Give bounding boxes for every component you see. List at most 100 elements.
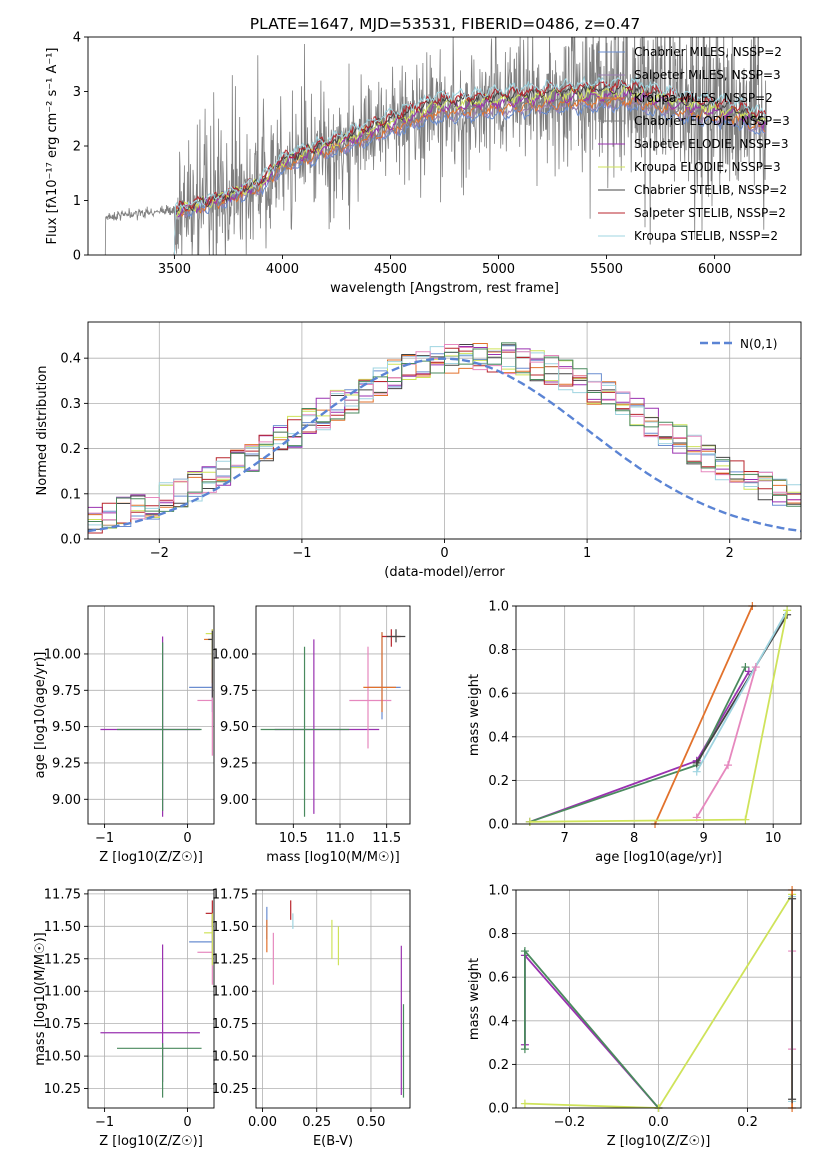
mass-weight-line bbox=[529, 670, 750, 823]
y-tick-label: 10.25 bbox=[212, 1082, 249, 1097]
y-tick-label: 0 bbox=[73, 249, 81, 264]
data-point-marker bbox=[788, 1095, 797, 1104]
x-tick-label: −1 bbox=[95, 1115, 114, 1130]
y-tick-label: 11.50 bbox=[44, 920, 81, 935]
model-spectrum-line bbox=[173, 75, 766, 255]
y-tick-label: 4 bbox=[73, 31, 81, 46]
x-axis-label: (data-model)/error bbox=[384, 565, 505, 580]
panel-spectrum: 3500 4000 4500 5000 5500 6000 0 1 2 3 4 wavelength … bbox=[45, 31, 802, 296]
x-axis-label: Z [log10(Z/Z☉)] bbox=[99, 850, 203, 865]
y-tick-label: 10.75 bbox=[44, 1017, 81, 1032]
panel-mass-vs-EBV: 0.00 0.25 0.50 10.25 10.50 10.75 11.00 11.25 11.… bbox=[212, 887, 411, 1149]
y-tick-label: 0.3 bbox=[60, 397, 81, 412]
legend-entry: Chabrier STELIB, NSSP=2 bbox=[634, 183, 787, 197]
y-tick-label: 9.75 bbox=[220, 684, 249, 699]
y-tick-label: 3 bbox=[73, 85, 81, 100]
y-tick-label: 9.00 bbox=[52, 793, 81, 808]
axes-frame bbox=[255, 605, 411, 825]
x-tick-label: 9 bbox=[700, 831, 708, 846]
x-tick-label: 11.0 bbox=[326, 831, 355, 846]
x-tick-label: 7 bbox=[561, 831, 569, 846]
y-tick-label: 1.0 bbox=[488, 884, 509, 899]
y-tick-label: 9.25 bbox=[220, 756, 249, 771]
data-point-marker bbox=[741, 663, 750, 672]
y-axis-label: Flux [fλ10⁻¹⁷ erg cm⁻² s⁻¹ A⁻¹] bbox=[45, 48, 60, 245]
x-tick-label: 4500 bbox=[374, 262, 407, 277]
y-tick-label: 2 bbox=[73, 140, 81, 155]
model-spectrum-line bbox=[173, 92, 767, 255]
panel-age-vs-Z: −1 0 9.00 9.25 9.50 9.75 10.00 Z [log10(Z/Z☉)] a… bbox=[33, 605, 215, 865]
axes-frame bbox=[255, 889, 411, 1109]
x-tick-label: 0 bbox=[440, 546, 448, 561]
data-point-marker bbox=[520, 1045, 529, 1054]
y-tick-label: 11.00 bbox=[44, 985, 81, 1000]
y-tick-label: 9.50 bbox=[52, 720, 81, 735]
histogram-series bbox=[88, 344, 801, 521]
y-axis-label: mass [log10(M/M☉)] bbox=[33, 932, 48, 1065]
axes-frame bbox=[87, 36, 802, 256]
panel-residuals: −2 −1 0 1 2 0.0 0.1 0.2 0.3 0.4 (data-model)/error… bbox=[35, 321, 802, 580]
y-tick-label: 10.50 bbox=[212, 1050, 249, 1065]
x-tick-label: 0 bbox=[183, 1115, 191, 1130]
y-tick-label: 1 bbox=[73, 194, 81, 209]
x-axis-label: mass [log10(M/M☉)] bbox=[266, 850, 399, 865]
y-tick-label: 0.0 bbox=[488, 1102, 509, 1117]
x-tick-label: 10.5 bbox=[279, 831, 308, 846]
mass-weight-line bbox=[654, 606, 754, 824]
y-tick-label: 1.0 bbox=[488, 600, 509, 615]
x-tick-label: 6000 bbox=[698, 262, 731, 277]
x-tick-label: 8 bbox=[630, 831, 638, 846]
x-tick-label: 5000 bbox=[482, 262, 515, 277]
y-axis-label: mass weight bbox=[467, 674, 482, 756]
panel-mass-weight-vs-age: 7 8 9 10 0.0 0.2 0.4 0.6 0.8 1.0 age [log10(age/yr… bbox=[467, 600, 802, 865]
histogram-series bbox=[88, 342, 801, 529]
x-tick-label: −1 bbox=[292, 546, 311, 561]
y-tick-label: 11.25 bbox=[212, 952, 249, 967]
x-tick-label: −0.2 bbox=[554, 1115, 586, 1130]
axes-frame bbox=[87, 321, 802, 540]
legend-entry: Chabrier MILES, NSSP=2 bbox=[634, 45, 782, 59]
y-tick-label: 9.75 bbox=[52, 684, 81, 699]
mass-weight-line bbox=[695, 609, 788, 773]
mass-weight-line bbox=[524, 948, 660, 1108]
x-tick-label: 0.00 bbox=[248, 1115, 277, 1130]
axes-frame bbox=[87, 889, 215, 1109]
y-tick-label: 10.50 bbox=[44, 1050, 81, 1065]
y-tick-label: 0.2 bbox=[60, 442, 81, 457]
x-tick-label: 4000 bbox=[266, 262, 299, 277]
axes-frame bbox=[87, 605, 215, 825]
axes-frame bbox=[515, 889, 802, 1109]
y-tick-label: 0.1 bbox=[60, 487, 81, 502]
mass-weight-line bbox=[529, 610, 788, 823]
y-axis-label: age [log10(age/yr)] bbox=[33, 652, 48, 779]
mass-weight-line bbox=[695, 666, 757, 818]
x-axis-label: age [log10(age/yr)] bbox=[595, 850, 722, 865]
y-tick-label: 9.00 bbox=[220, 793, 249, 808]
panel-age-vs-mass: 10.5 11.0 11.5 9.00 9.25 9.50 9.75 10.00 mass [l… bbox=[212, 605, 411, 865]
x-tick-label: 11.5 bbox=[372, 831, 401, 846]
panel-mass-weight-vs-Z: −0.2 0.0 0.2 0.0 0.2 0.4 0.6 0.8 1.0 Z [log10(Z/Z… bbox=[467, 884, 802, 1149]
data-point-marker bbox=[520, 1099, 529, 1108]
x-tick-label: 3500 bbox=[158, 262, 191, 277]
x-axis-label: Z [log10(Z/Z☉)] bbox=[99, 1134, 203, 1149]
legend-entry: Salpeter STELIB, NSSP=2 bbox=[634, 206, 786, 220]
legend-entry: Chabrier ELODIE, NSSP=3 bbox=[634, 114, 790, 128]
figure-title: PLATE=1647, MJD=53531, FIBERID=0486, z=0… bbox=[250, 15, 640, 33]
y-tick-label: 0.4 bbox=[60, 352, 81, 367]
x-tick-label: 0.50 bbox=[356, 1115, 385, 1130]
data-point-marker bbox=[520, 947, 529, 956]
y-axis-label: Normed distribution bbox=[35, 366, 50, 496]
x-tick-label: 10 bbox=[765, 831, 782, 846]
model-spectrum-line bbox=[173, 84, 766, 255]
data-point-marker bbox=[783, 606, 792, 615]
y-tick-label: 0.2 bbox=[488, 774, 509, 789]
data-point-marker bbox=[692, 767, 701, 776]
legend-entry: Kroupa ELODIE, NSSP=3 bbox=[634, 160, 781, 174]
y-tick-label: 10.75 bbox=[212, 1017, 249, 1032]
mass-weight-line bbox=[529, 666, 747, 823]
mass-weight-line bbox=[695, 614, 788, 764]
data-point-marker bbox=[751, 663, 760, 672]
model-spectrum-line bbox=[173, 95, 766, 255]
x-tick-label: 2 bbox=[726, 546, 734, 561]
mass-weight-line bbox=[524, 893, 793, 1108]
